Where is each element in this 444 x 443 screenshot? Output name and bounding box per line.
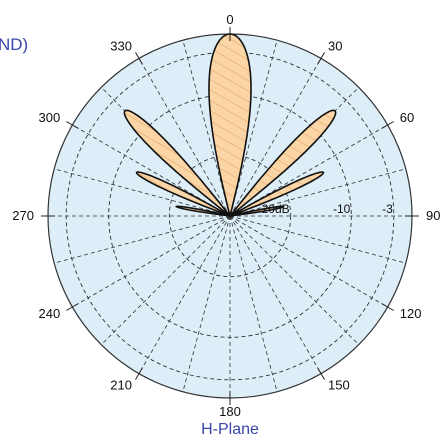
angle-tick [66,121,79,129]
angle-tick [381,303,394,311]
grid-spoke [229,215,406,264]
grid-spoke [138,215,231,374]
grid-spoke [54,168,231,217]
grid-spoke [54,215,231,264]
angle-labels: 0 30 60 90 120 150 180 210 240 270 300 330 [12,12,440,419]
ring-label: -20dB [258,202,290,216]
angle-label: 90 [426,208,440,223]
angle-tick [135,367,143,380]
ring-label: -10 [333,202,351,216]
angle-label: 0 [226,12,233,27]
grid-spoke [229,215,359,345]
angle-tick [66,303,79,311]
chart-subtitle: H-Plane [201,421,259,438]
grid-spoke [72,215,231,308]
grid-spoke [229,215,278,392]
angle-tick [317,367,325,380]
angle-label: 210 [110,378,132,393]
grid-spoke [229,215,322,374]
tick-marks [41,27,419,405]
ring-labels: -3 -10 -20dB [258,202,393,216]
angle-label: 330 [110,38,132,53]
ring-label: -3 [382,202,393,216]
grid-ring-2 [168,154,292,278]
angle-label: 240 [39,306,61,321]
angle-tick [135,52,143,65]
grid-spoke [138,58,231,217]
grid-spoke [101,215,231,345]
grid-spoke [182,215,231,392]
grid-spoke [229,168,406,217]
angle-label: 150 [328,378,350,393]
angle-label: 30 [328,38,342,53]
grid-spoke [229,58,322,217]
angle-tick [317,52,325,65]
angle-label: 270 [12,208,34,223]
angle-label: 180 [219,404,241,419]
grid-spoke [229,215,388,308]
angle-tick [381,121,394,129]
angle-label: 60 [400,110,414,125]
chart-title: ND) [0,35,28,54]
angle-label: 300 [39,110,61,125]
angle-label: 120 [400,306,422,321]
